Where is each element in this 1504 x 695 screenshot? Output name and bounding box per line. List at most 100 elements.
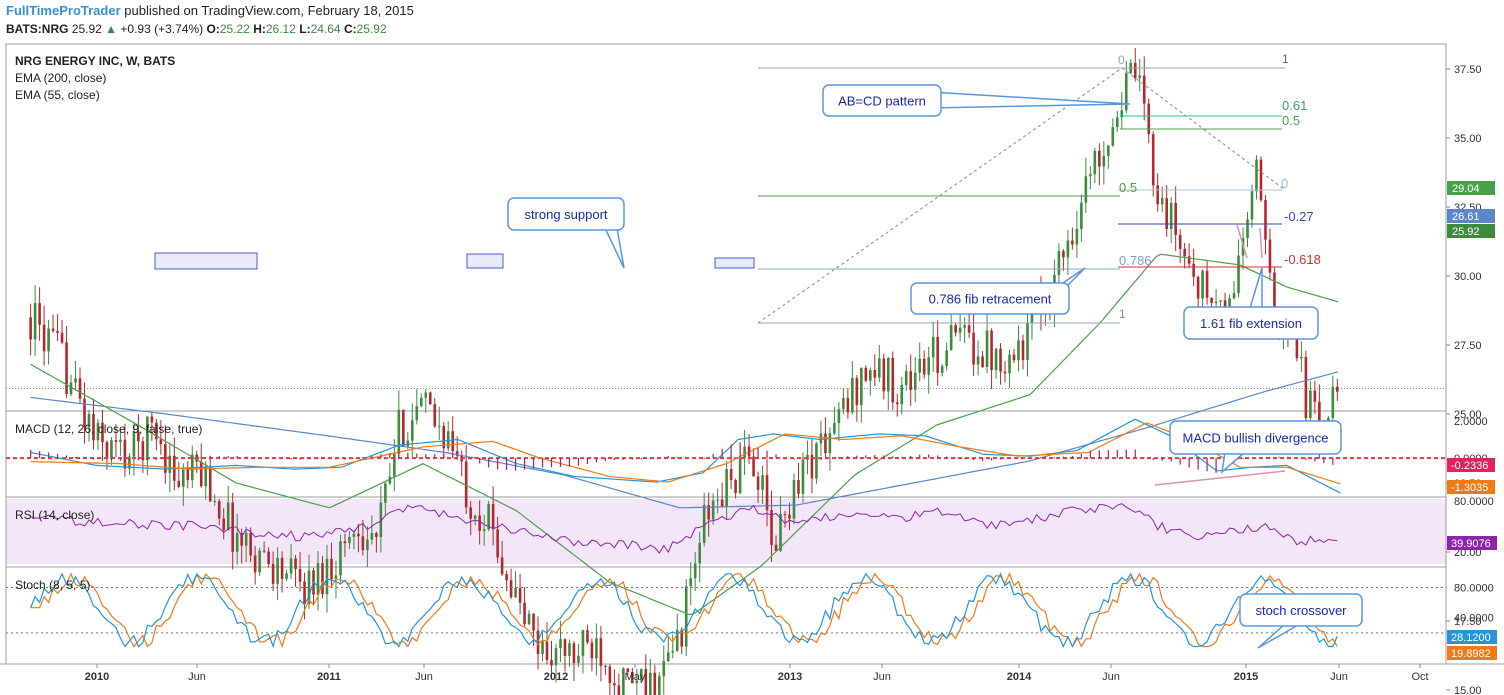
candle-body (1084, 176, 1088, 203)
macd-line (30, 418, 1341, 494)
candle-body (83, 398, 86, 427)
candle-body (253, 555, 257, 573)
candle-body (208, 466, 212, 502)
candle-body (500, 557, 504, 575)
candle-body (78, 378, 82, 399)
low-value: 24.64 (310, 22, 341, 36)
candle-body (339, 541, 342, 576)
candle-body (1313, 390, 1317, 402)
time-tick-label: Jun (1330, 671, 1348, 683)
fib-label-061: 0.61 (1282, 98, 1307, 113)
candle-body (720, 499, 724, 508)
candle-body (770, 510, 773, 545)
candle-body (294, 558, 297, 570)
macd-divergence-line (1154, 470, 1286, 486)
candle-body (1331, 386, 1335, 418)
rsi-tag (1447, 536, 1497, 550)
candle-body (613, 683, 616, 686)
price-tick-label: 15.00 (1454, 685, 1482, 695)
candle-body (114, 440, 118, 442)
candle-body (1008, 354, 1011, 374)
candle-body (222, 518, 226, 531)
open-label: O: (206, 22, 220, 36)
candle-body (348, 536, 351, 544)
brand-link[interactable]: FullTimeProTrader (6, 3, 121, 18)
candle-body (1255, 159, 1258, 192)
candle-body (1080, 202, 1083, 230)
fib-extension-callout-pointer (1249, 267, 1263, 309)
candle-body (1201, 270, 1204, 299)
price-legend-2: EMA (55, close) (15, 88, 100, 102)
candle-body (343, 541, 347, 544)
publish-line: FullTimeProTrader published on TradingVi… (6, 3, 414, 18)
abcd-callout-pointer (929, 91, 1131, 109)
open-value: 25.22 (219, 22, 250, 36)
candle-body (940, 365, 944, 373)
candle-body (473, 515, 477, 519)
time-tick-label: Oct (1411, 671, 1428, 683)
price-legend-0: NRG ENERGY INC, W, BATS (15, 54, 175, 68)
low-label: L: (299, 22, 311, 36)
candle-body (366, 539, 369, 551)
candle-body (1142, 75, 1146, 104)
candle-body (321, 563, 324, 595)
candle-body (1232, 293, 1236, 299)
candle-body (42, 324, 46, 352)
candle-body (388, 476, 392, 484)
candle-body (478, 515, 481, 531)
candle-body (972, 332, 975, 365)
candle-body (590, 642, 594, 659)
candle-body (536, 630, 540, 655)
candle-body (900, 385, 904, 405)
candle-body (1300, 356, 1303, 359)
candle-body (96, 422, 100, 441)
candle-body (428, 392, 432, 405)
time-tick-label: 2015 (1234, 671, 1258, 683)
candle-body (626, 668, 630, 672)
candle-body (177, 480, 181, 487)
candle-body (1102, 155, 1106, 167)
candle-body (289, 558, 293, 574)
candle-body (922, 358, 926, 375)
macd-signal-tag (1447, 480, 1495, 494)
candle-body (1017, 340, 1020, 361)
candle-body (1093, 150, 1097, 175)
candle-body (572, 643, 576, 663)
candle-body (1151, 134, 1155, 186)
fib-retracement-callout: 0.786 fib retracement (910, 267, 1086, 315)
fib-retracement-callout-pointer (1059, 267, 1086, 286)
fib-label-05-left: 0.5 (1119, 180, 1137, 195)
fib-retracement-callout-label: 0.786 fib retracement (929, 292, 1052, 307)
candle-body (38, 303, 41, 325)
candle-body (393, 453, 396, 477)
chart-structure (0, 43, 1504, 665)
projection-line (1236, 224, 1248, 259)
candle-body (1205, 270, 1209, 298)
candle-body (1115, 117, 1119, 128)
candle-body (985, 330, 989, 367)
candle-body (379, 502, 383, 537)
candle-body (123, 439, 127, 469)
price-tag (1447, 209, 1495, 223)
candle-body (437, 425, 441, 427)
time-tick-label: May (625, 671, 646, 683)
candle-body (918, 358, 922, 373)
candle-body (1178, 234, 1182, 249)
candle-body (231, 502, 234, 552)
time-tick-label: Jun (1102, 671, 1120, 683)
candle-body (860, 367, 863, 405)
candle-body (1246, 219, 1249, 239)
candle-body (1021, 340, 1025, 360)
candle-body (563, 639, 567, 656)
candle-body (945, 350, 948, 366)
candle-body (87, 414, 91, 427)
fib-extension-callout: 1.61 fib extension (1183, 267, 1319, 340)
change-value: +0.93 (+3.74%) (120, 22, 204, 36)
rsi-line (30, 503, 1338, 554)
candle-body (873, 370, 877, 378)
fib-retracement-callout-box (910, 282, 1070, 315)
ohlc-line: BATS:NRG 25.92 ▲ +0.93 (+3.74%) O:25.22 … (6, 22, 387, 36)
candle-body (307, 570, 311, 604)
candle-body (280, 557, 284, 579)
